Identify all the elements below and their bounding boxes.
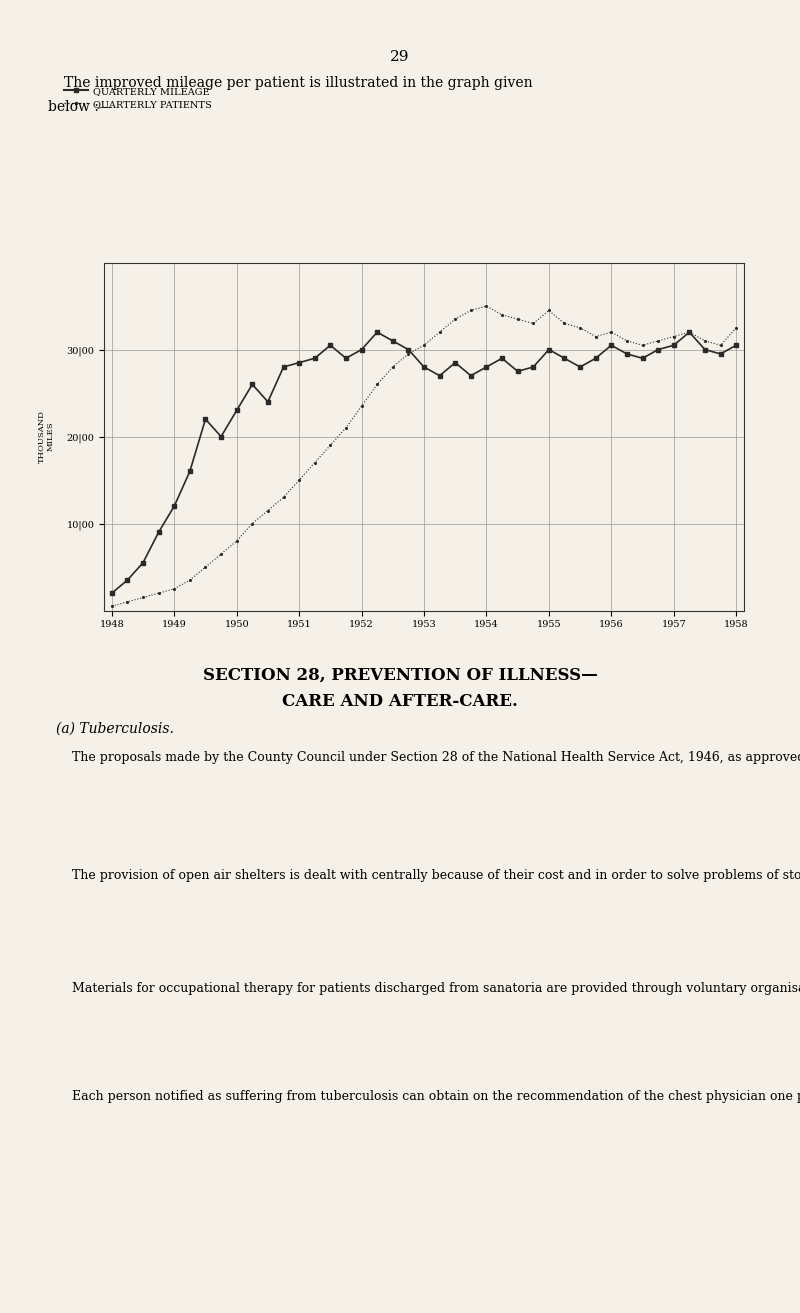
Legend: QUARTERLY MILEAGE, QUARTERLY PATIENTS: QUARTERLY MILEAGE, QUARTERLY PATIENTS (64, 87, 212, 109)
Text: The provision of open air shelters is dealt with centrally because of their cost: The provision of open air shelters is de… (56, 869, 800, 882)
Text: The proposals made by the County Council under Section 28 of the National Health: The proposals made by the County Council… (56, 751, 800, 764)
Text: CARE AND AFTER-CARE.: CARE AND AFTER-CARE. (282, 693, 518, 710)
Text: SECTION 28, PREVENTION OF ILLNESS—: SECTION 28, PREVENTION OF ILLNESS— (202, 667, 598, 684)
Text: 29: 29 (390, 50, 410, 64)
Text: (a) Tuberculosis.: (a) Tuberculosis. (56, 722, 174, 737)
Text: Each person notified as suffering from tuberculosis can obtain on the recommenda: Each person notified as suffering from t… (56, 1090, 800, 1103)
Text: below :—: below :— (48, 100, 113, 114)
Text: THOUSAND
MILES: THOUSAND MILES (38, 410, 55, 463)
Text: The improved mileage per patient is illustrated in the graph given: The improved mileage per patient is illu… (64, 76, 533, 91)
Text: Materials for occupational therapy for patients discharged from sanatoria are pr: Materials for occupational therapy for p… (56, 982, 800, 995)
